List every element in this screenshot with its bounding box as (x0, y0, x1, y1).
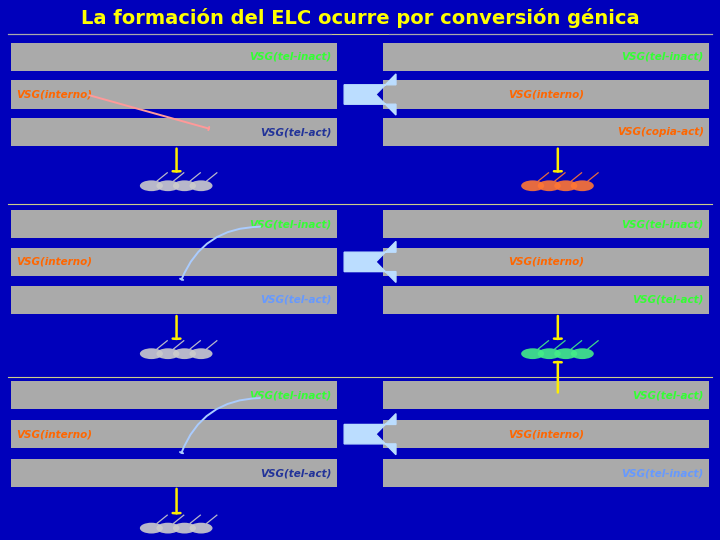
Ellipse shape (538, 180, 561, 191)
Bar (11, 286, 337, 314)
Text: VSG(tel-act): VSG(tel-act) (261, 468, 332, 478)
Bar (11, 118, 337, 146)
Bar (383, 420, 709, 448)
Bar (383, 80, 709, 109)
Ellipse shape (189, 180, 212, 191)
Text: VSG(tel-inact): VSG(tel-inact) (621, 219, 704, 229)
Bar (383, 248, 709, 276)
Text: VSG(tel-act): VSG(tel-act) (632, 295, 704, 305)
Bar (11, 43, 337, 71)
Bar (383, 381, 709, 409)
Text: VSG(tel-inact): VSG(tel-inact) (621, 52, 704, 62)
Bar (11, 381, 337, 409)
Bar (383, 210, 709, 238)
Ellipse shape (189, 348, 212, 359)
Ellipse shape (156, 180, 179, 191)
Ellipse shape (156, 348, 179, 359)
Ellipse shape (156, 523, 179, 534)
Ellipse shape (173, 348, 196, 359)
Ellipse shape (521, 180, 544, 191)
Text: VSG(interno): VSG(interno) (508, 90, 584, 99)
Text: VSG(tel-inact): VSG(tel-inact) (250, 219, 332, 229)
Ellipse shape (140, 180, 163, 191)
Ellipse shape (173, 523, 196, 534)
Polygon shape (344, 414, 396, 455)
Bar (11, 210, 337, 238)
Bar (11, 459, 337, 487)
Text: VSG(tel-act): VSG(tel-act) (261, 127, 332, 137)
Ellipse shape (140, 523, 163, 534)
Text: VSG(tel-act): VSG(tel-act) (632, 390, 704, 400)
Text: VSG(tel-act): VSG(tel-act) (261, 295, 332, 305)
Ellipse shape (521, 348, 544, 359)
Text: La formación del ELC ocurre por conversión génica: La formación del ELC ocurre por conversi… (81, 8, 639, 29)
Text: VSG(tel-inact): VSG(tel-inact) (250, 52, 332, 62)
Ellipse shape (538, 348, 561, 359)
Bar (383, 43, 709, 71)
Text: VSG(interno): VSG(interno) (16, 257, 92, 267)
Bar (11, 420, 337, 448)
Bar (383, 286, 709, 314)
Bar (11, 80, 337, 109)
Ellipse shape (554, 180, 577, 191)
Text: VSG(interno): VSG(interno) (16, 90, 92, 99)
Ellipse shape (571, 348, 594, 359)
Text: VSG(interno): VSG(interno) (508, 429, 584, 439)
Ellipse shape (189, 523, 212, 534)
Polygon shape (344, 74, 396, 115)
Text: VSG(tel-inact): VSG(tel-inact) (250, 390, 332, 400)
Polygon shape (344, 241, 396, 282)
Bar (383, 118, 709, 146)
Ellipse shape (140, 348, 163, 359)
Bar (383, 459, 709, 487)
Text: VSG(interno): VSG(interno) (16, 429, 92, 439)
Text: VSG(tel-inact): VSG(tel-inact) (621, 468, 704, 478)
Ellipse shape (173, 180, 196, 191)
Text: VSG(copia-act): VSG(copia-act) (617, 127, 704, 137)
Text: VSG(interno): VSG(interno) (508, 257, 584, 267)
Ellipse shape (571, 180, 594, 191)
Bar (11, 248, 337, 276)
Ellipse shape (554, 348, 577, 359)
